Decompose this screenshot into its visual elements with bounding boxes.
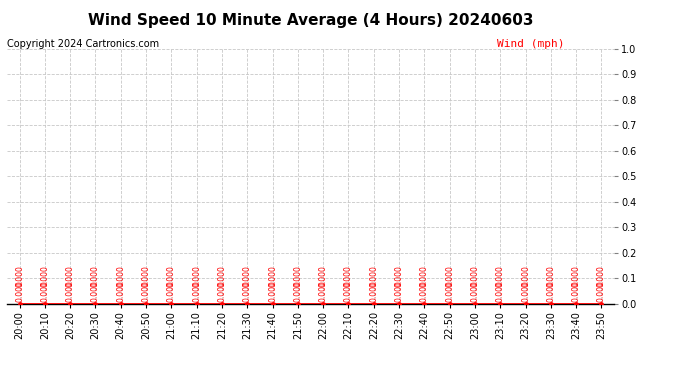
Text: 0.000: 0.000 [495,280,505,303]
Text: 0.000: 0.000 [420,280,429,303]
Text: 0.000: 0.000 [597,280,606,303]
Text: 0.000: 0.000 [268,265,277,287]
Text: 0.000: 0.000 [293,280,302,303]
Text: 0.000: 0.000 [546,265,555,287]
Text: 0.000: 0.000 [217,265,226,287]
Text: 0.000: 0.000 [268,280,277,303]
Text: Wind Speed 10 Minute Average (4 Hours) 20240603: Wind Speed 10 Minute Average (4 Hours) 2… [88,13,533,28]
Text: 0.000: 0.000 [167,280,176,303]
Text: 0.000: 0.000 [15,280,24,303]
Text: 0.000: 0.000 [597,265,606,287]
Text: 0.000: 0.000 [395,280,404,303]
Text: 0.000: 0.000 [420,265,429,287]
Text: 0.000: 0.000 [395,265,404,287]
Text: 0.000: 0.000 [571,280,581,303]
Text: Wind (mph): Wind (mph) [497,39,564,50]
Text: 0.000: 0.000 [445,280,454,303]
Text: 0.000: 0.000 [471,280,480,303]
Text: 0.000: 0.000 [521,280,530,303]
Text: 0.000: 0.000 [243,265,252,287]
Text: 0.000: 0.000 [344,280,353,303]
Text: 0.000: 0.000 [141,265,150,287]
Text: 0.000: 0.000 [192,280,201,303]
Text: 0.000: 0.000 [116,265,126,287]
Text: 0.000: 0.000 [344,265,353,287]
Text: 0.000: 0.000 [40,265,50,287]
Text: 0.000: 0.000 [369,280,378,303]
Text: 0.000: 0.000 [192,265,201,287]
Text: Copyright 2024 Cartronics.com: Copyright 2024 Cartronics.com [7,39,159,50]
Text: 0.000: 0.000 [319,265,328,287]
Text: 0.000: 0.000 [243,280,252,303]
Text: 0.000: 0.000 [546,280,555,303]
Text: 0.000: 0.000 [217,280,226,303]
Text: 0.000: 0.000 [66,280,75,303]
Text: 0.000: 0.000 [571,265,581,287]
Text: 0.000: 0.000 [319,280,328,303]
Text: 0.000: 0.000 [141,280,150,303]
Text: 0.000: 0.000 [91,265,100,287]
Text: 0.000: 0.000 [293,265,302,287]
Text: 0.000: 0.000 [167,265,176,287]
Text: 0.000: 0.000 [15,265,24,287]
Text: 0.000: 0.000 [369,265,378,287]
Text: 0.000: 0.000 [116,280,126,303]
Text: 0.000: 0.000 [40,280,50,303]
Text: 0.000: 0.000 [521,265,530,287]
Text: 0.000: 0.000 [471,265,480,287]
Text: 0.000: 0.000 [66,265,75,287]
Text: 0.000: 0.000 [495,265,505,287]
Text: 0.000: 0.000 [91,280,100,303]
Text: 0.000: 0.000 [445,265,454,287]
